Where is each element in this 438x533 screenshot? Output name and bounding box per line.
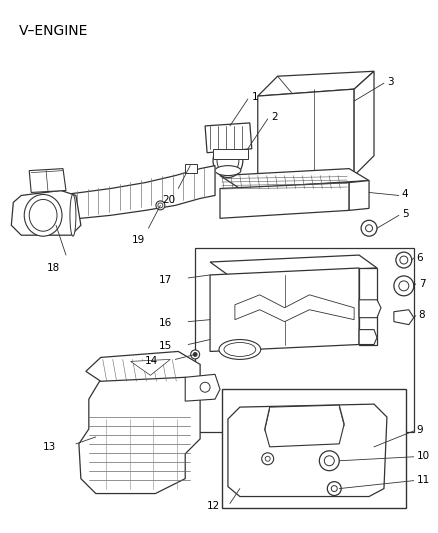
Text: 6: 6 [417, 253, 424, 263]
Ellipse shape [394, 276, 414, 296]
Ellipse shape [327, 482, 341, 496]
Polygon shape [359, 329, 377, 344]
Ellipse shape [400, 256, 408, 264]
Ellipse shape [217, 148, 239, 174]
Ellipse shape [361, 220, 377, 236]
Polygon shape [235, 295, 354, 321]
Bar [213, 149, 248, 159]
Bar [185, 164, 197, 173]
Ellipse shape [24, 195, 62, 236]
Ellipse shape [219, 340, 261, 359]
Ellipse shape [70, 195, 76, 236]
Ellipse shape [200, 382, 210, 392]
Ellipse shape [213, 144, 243, 177]
Ellipse shape [193, 352, 197, 357]
Ellipse shape [262, 453, 274, 465]
Ellipse shape [55, 195, 63, 220]
Text: 17: 17 [159, 275, 172, 285]
Text: 8: 8 [419, 310, 425, 320]
Text: 9: 9 [417, 425, 424, 435]
Ellipse shape [366, 225, 373, 232]
Text: 2: 2 [272, 112, 278, 122]
Text: 7: 7 [419, 279, 425, 289]
Polygon shape [359, 300, 381, 318]
Ellipse shape [29, 199, 57, 231]
Ellipse shape [324, 456, 334, 466]
Ellipse shape [319, 451, 339, 471]
Ellipse shape [156, 201, 165, 210]
Polygon shape [265, 405, 344, 447]
Text: 1: 1 [252, 92, 258, 102]
Text: 12: 12 [207, 502, 220, 512]
Text: 15: 15 [159, 342, 172, 351]
Polygon shape [210, 255, 377, 275]
Text: 19: 19 [132, 235, 145, 245]
Polygon shape [11, 190, 81, 235]
Ellipse shape [331, 486, 337, 491]
Polygon shape [86, 351, 200, 384]
Text: 16: 16 [159, 318, 172, 328]
Polygon shape [220, 182, 349, 219]
Bar [195, 248, 414, 432]
Polygon shape [79, 374, 200, 494]
Polygon shape [359, 268, 377, 344]
Polygon shape [228, 404, 387, 497]
Text: 4: 4 [402, 189, 409, 199]
Text: 5: 5 [402, 209, 409, 220]
Ellipse shape [191, 350, 200, 359]
Ellipse shape [158, 203, 163, 208]
Ellipse shape [265, 456, 270, 461]
Bar [222, 389, 406, 508]
Text: 20: 20 [162, 196, 175, 205]
Ellipse shape [396, 252, 412, 268]
Polygon shape [29, 168, 66, 192]
Polygon shape [185, 374, 220, 401]
Ellipse shape [215, 166, 241, 175]
Text: 14: 14 [145, 357, 159, 366]
Text: 13: 13 [43, 442, 56, 452]
Polygon shape [394, 310, 414, 325]
Text: 3: 3 [387, 77, 394, 87]
Ellipse shape [332, 169, 346, 177]
Polygon shape [349, 181, 369, 211]
Polygon shape [56, 166, 215, 220]
Polygon shape [258, 71, 374, 96]
Text: 10: 10 [417, 451, 430, 461]
Ellipse shape [224, 343, 256, 357]
Polygon shape [205, 123, 252, 153]
Polygon shape [220, 168, 369, 189]
Text: 11: 11 [417, 475, 430, 484]
Ellipse shape [271, 175, 285, 182]
Text: V–ENGINE: V–ENGINE [19, 23, 88, 37]
Polygon shape [258, 89, 354, 181]
Polygon shape [131, 359, 170, 375]
Polygon shape [354, 71, 374, 175]
Polygon shape [210, 268, 359, 351]
Text: 18: 18 [46, 263, 60, 273]
Ellipse shape [399, 281, 409, 291]
